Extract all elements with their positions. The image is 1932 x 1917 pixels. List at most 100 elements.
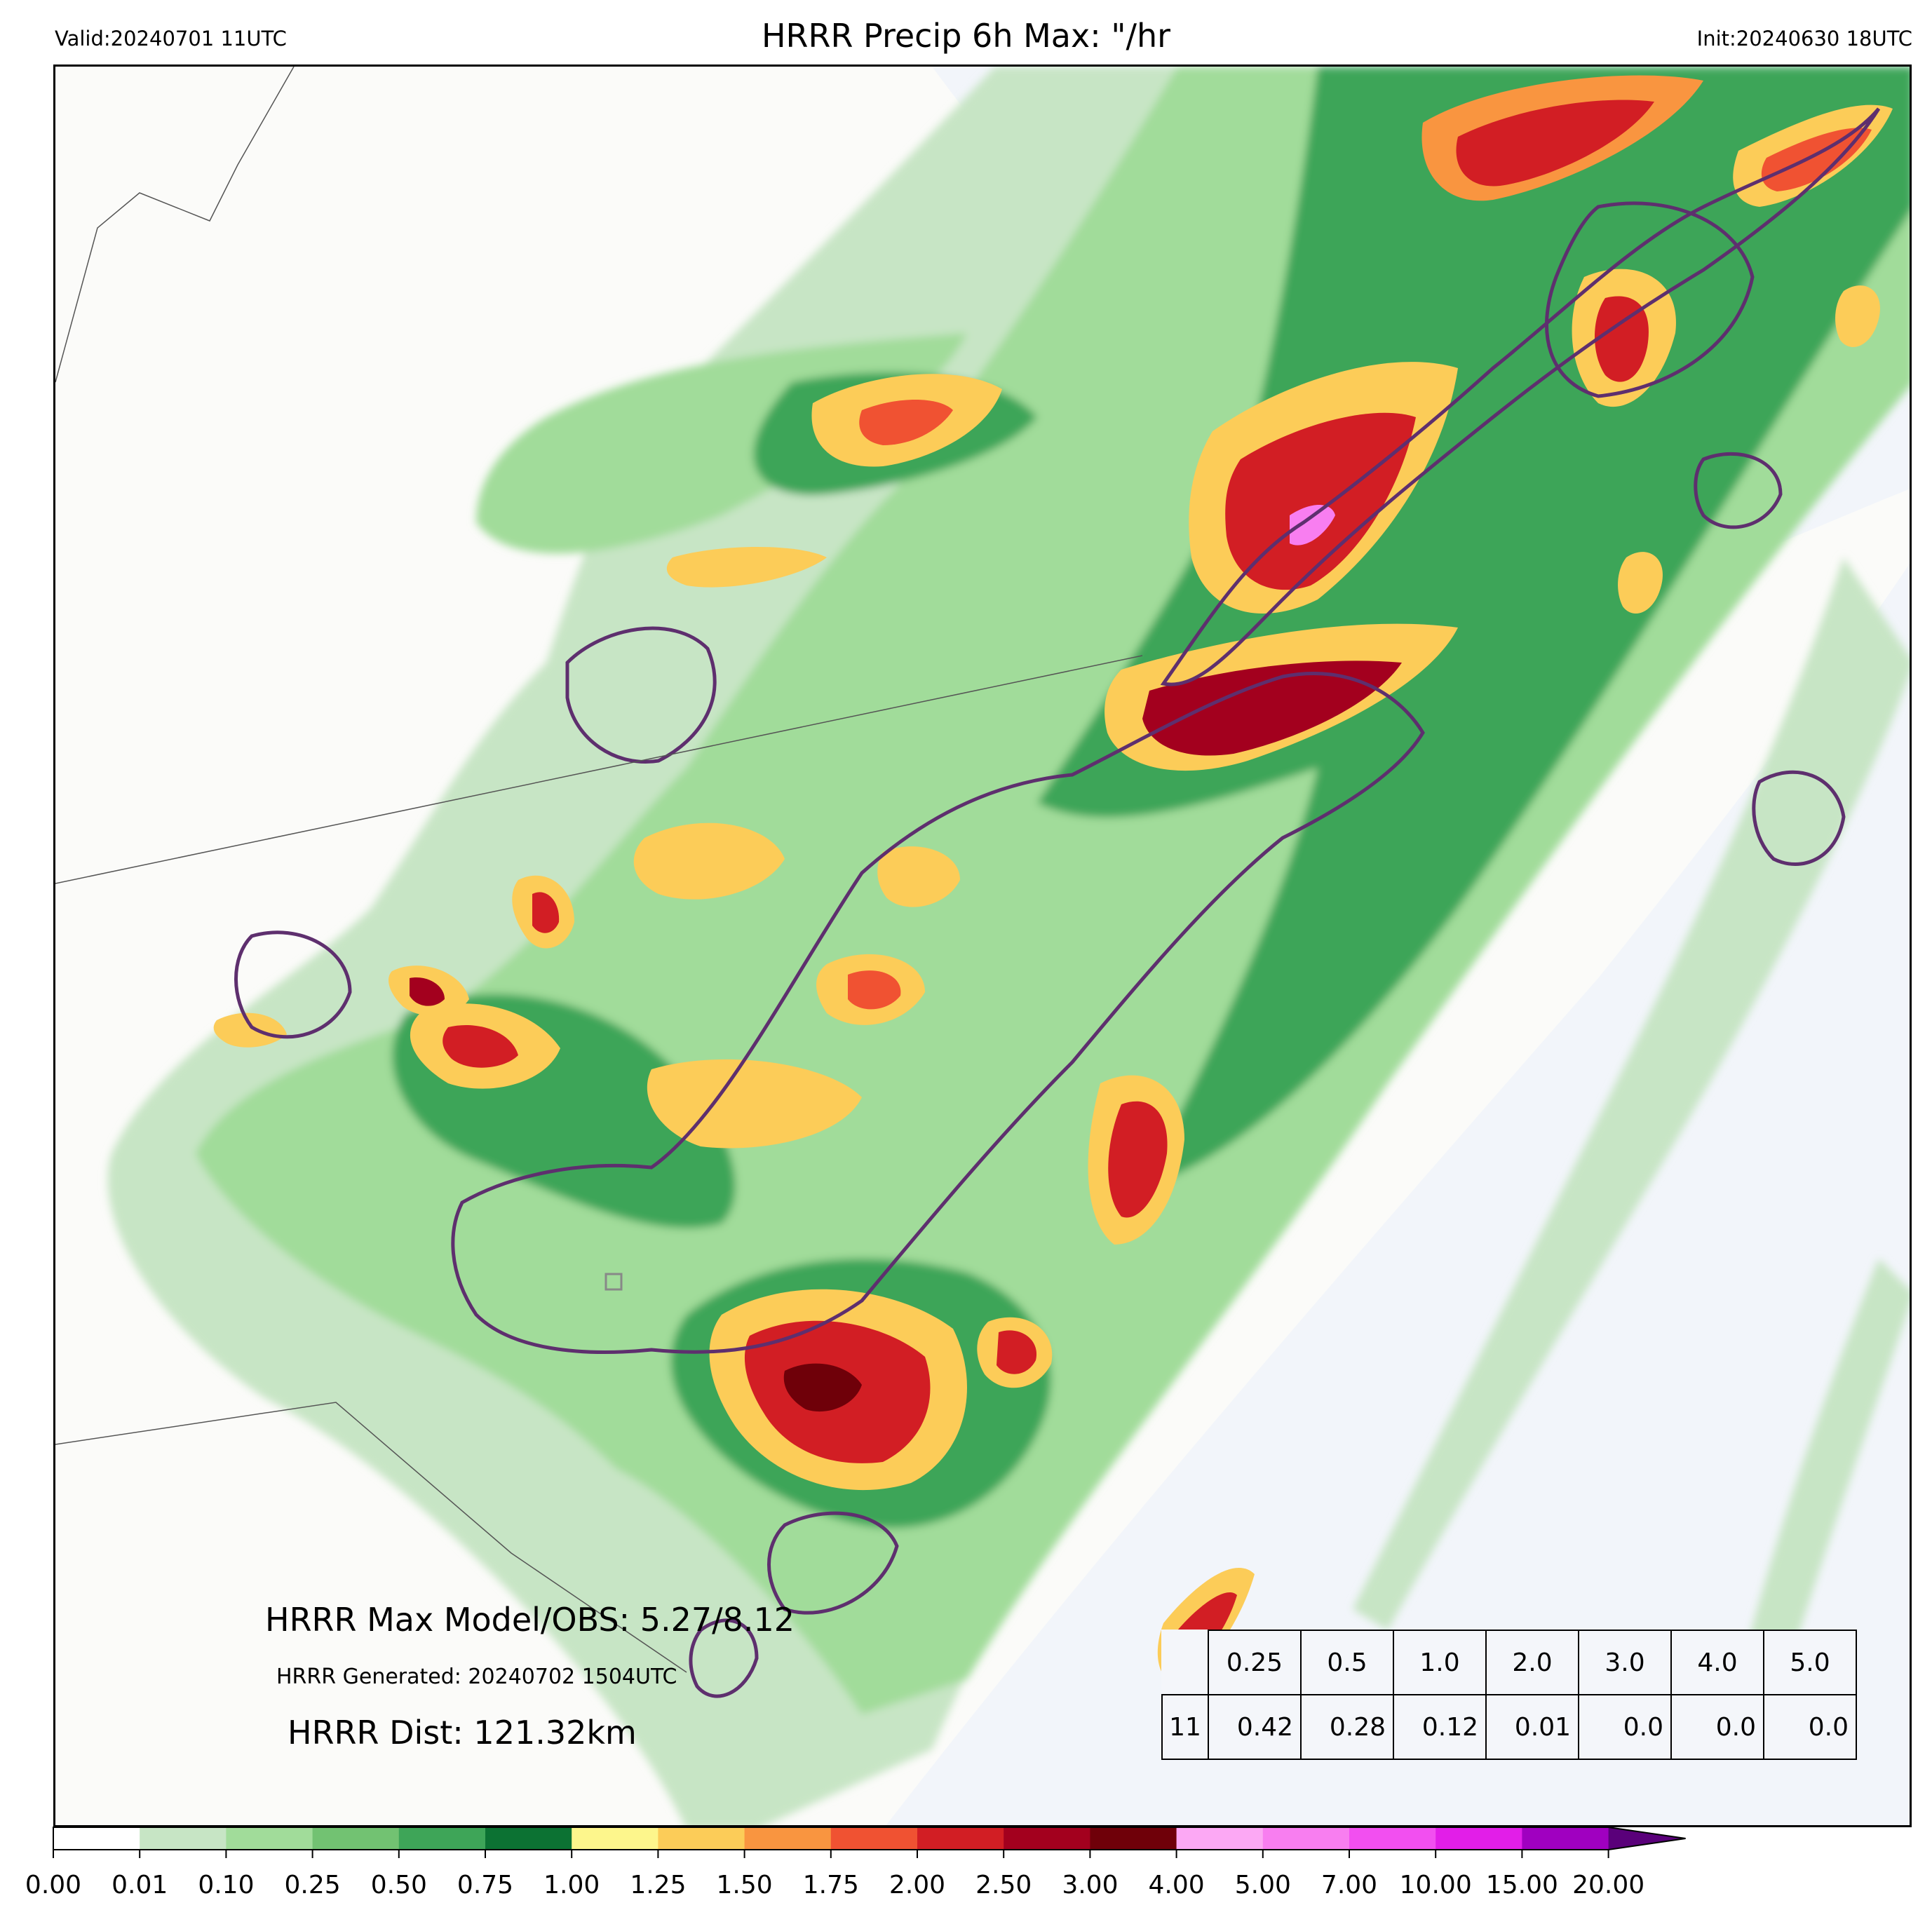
obs-contour-big [451,672,1425,1354]
colorbar-segment [1090,1827,1177,1850]
max-model-obs-label: HRRR Max Model/OBS: 5.27/8.12 [265,1601,795,1639]
precip-cells [213,75,1893,1686]
value-cell: 0.0 [1670,1694,1764,1760]
swath-core [1037,67,1910,1188]
colorbar-segment [1436,1827,1522,1850]
colorbar-tick-label: 7.00 [1320,1871,1378,1899]
border-north [55,655,1143,884]
cell-e-2 [1835,285,1880,347]
cell-south-core [783,1363,862,1412]
value-cell: 0.0 [1578,1694,1672,1760]
table-corner [1162,1630,1208,1695]
colorbar-tick-label: 1.25 [630,1871,687,1899]
obs-contour-east-3 [1694,452,1783,529]
colorbar-tick-label: 2.50 [975,1871,1032,1899]
colorbar-tick-label: 3.00 [1062,1871,1119,1899]
cell-central-4 [877,846,960,907]
threshold-cell: 1.0 [1393,1630,1487,1695]
colorbar-tick-label: 1.75 [802,1871,859,1899]
threshold-cell: 5.0 [1763,1630,1857,1695]
colorbar-segment [917,1827,1004,1850]
cell-central-2 [633,822,785,900]
map-title: HRRR Precip 6h Max: "/hr [761,17,1171,55]
colorbar-segment [1349,1827,1436,1850]
colorbar-outline [53,1827,1686,1850]
colorbar-segment [658,1827,745,1850]
obs-contour-se [767,1511,899,1615]
threshold-cell: 3.0 [1578,1630,1672,1695]
colorbar-tick-label: 0.10 [198,1871,255,1899]
value-cell: 0.42 [1208,1694,1302,1760]
colorbar-tick-label: 0.25 [284,1871,341,1899]
colorbar-tick-label: 1.00 [543,1871,600,1899]
threshold-cell: 2.0 [1485,1630,1579,1695]
swath-se-band [1738,1259,1910,1693]
cell-nw-inner [859,400,953,445]
cell-nw-2 [666,547,827,588]
colorbar-segment [226,1827,313,1850]
value-row: 11 0.42 0.28 0.12 0.01 0.0 0.0 0.0 [1161,1694,1857,1760]
border-south [55,1402,687,1673]
cell-w-3-inner [410,977,445,1006]
threshold-stats-table: 0.25 0.5 1.0 2.0 3.0 4.0 5.0 11 0.42 0.2… [1161,1630,1857,1760]
border-nw [55,67,295,383]
colorbar-tick-label: 0.00 [25,1871,82,1899]
obs-contour-east-2 [1752,770,1846,866]
obs-contour-s [689,1618,759,1698]
value-cell: 0.12 [1393,1694,1487,1760]
cell-south-2-inner [997,1330,1037,1374]
colorbar-segment [1004,1827,1090,1850]
cell-ne-2-inner [1142,661,1402,756]
obs-station-marker [604,1273,623,1291]
colorbar-segment [830,1827,918,1850]
colorbar-tick-label: 15.00 [1485,1871,1558,1899]
cell-central-3-inner [848,970,901,1010]
value-cell: 0.28 [1300,1694,1394,1760]
swath-east-band [1353,557,1910,1630]
obs-contour-west [234,930,352,1039]
colorbar-svg [53,1827,1686,1858]
colorbar-tick-label: 5.00 [1234,1871,1291,1899]
value-cell: 0.0 [1763,1694,1857,1760]
threshold-cell: 0.5 [1300,1630,1394,1695]
cell-e-1 [1618,552,1663,614]
colorbar-tick-label: 20.00 [1572,1871,1645,1899]
cell-w-1-inner [443,1024,518,1068]
colorbar-segment [398,1827,486,1850]
generated-time-label: HRRR Generated: 20240702 1504UTC [276,1665,677,1689]
colorbar [53,1827,1687,1858]
colorbar-tick-label: 0.75 [457,1871,514,1899]
colorbar-tick-label: 0.01 [112,1871,168,1899]
dist-label: HRRR Dist: 121.32km [288,1714,637,1752]
cell-n-top-inner [1456,100,1654,187]
obs-contours [234,107,1881,1698]
cell-e-3-inner [1761,128,1872,191]
obs-contour-north [1160,107,1881,686]
colorbar-tick-label: 4.00 [1148,1871,1205,1899]
ocean-area [886,67,1910,1825]
valid-time-label: Valid:20240701 11UTC [55,27,287,50]
colorbar-tick-label: 2.00 [889,1871,946,1899]
obs-contour-mid [565,626,717,764]
colorbar-tick-label: 10.00 [1399,1871,1472,1899]
cell-central [647,1059,862,1149]
colorbar-tick-label: 1.50 [716,1871,773,1899]
value-cell: 0.01 [1485,1694,1579,1760]
colorbar-segment [140,1827,227,1850]
init-time-label: Init:20240630 18UTC [1696,27,1912,50]
threshold-cell: 4.0 [1670,1630,1764,1695]
threshold-cell: 0.25 [1208,1630,1302,1695]
row-label: 11 [1161,1694,1209,1760]
colorbar-segment [1176,1827,1264,1850]
colorbar-tick-label: 0.50 [370,1871,427,1899]
state-borders [55,67,1143,1673]
colorbar-segment [1262,1827,1350,1850]
colorbar-segment [312,1827,400,1850]
colorbar-segment [572,1827,658,1850]
cell-mid-east-inner [1108,1101,1168,1218]
cell-ne-1-core [1290,505,1335,546]
obs-contour-east [1545,201,1755,398]
colorbar-segment [744,1827,832,1850]
cell-sw-1 [213,1012,287,1048]
precip-map-canvas [55,67,1910,1825]
